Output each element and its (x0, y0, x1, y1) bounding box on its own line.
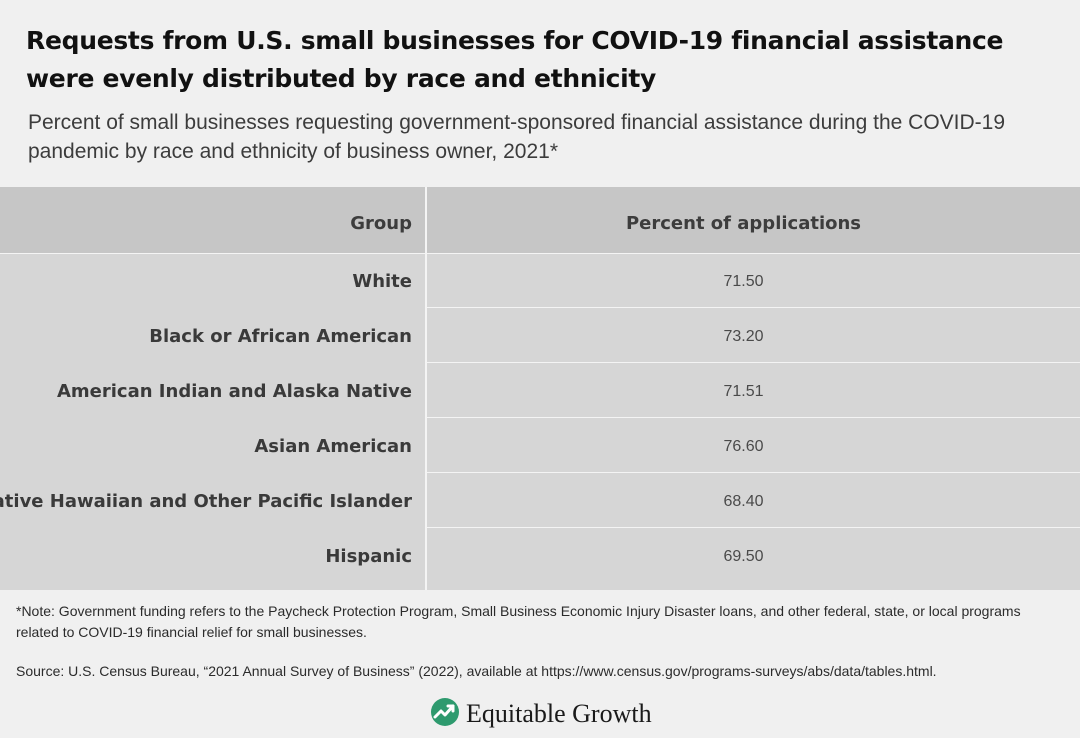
chart-subtitle: Percent of small businesses requesting g… (28, 111, 1006, 163)
footnote: *Note: Government funding refers to the … (16, 603, 1021, 640)
equitable-growth-logo-icon (430, 697, 460, 732)
table-row: White 71.50 (0, 253, 1080, 308)
row-separator (427, 362, 1080, 363)
row-group-label: White (352, 271, 412, 292)
row-percent-value: 69.50 (723, 548, 764, 565)
data-table: Group Percent of applications White 71.50… (0, 187, 1080, 590)
row-separator (427, 417, 1080, 418)
row-percent-value: 71.51 (723, 383, 764, 400)
row-separator (427, 527, 1080, 528)
logo-text: Equitable Growth (466, 699, 652, 728)
table-row: Black or African American 73.20 (0, 308, 1080, 363)
row-group-label: Asian American (254, 436, 412, 457)
row-group-label: Black or African American (149, 326, 412, 347)
row-separator (427, 472, 1080, 473)
row-separator (427, 307, 1080, 308)
column-header-percent: Percent of applications (625, 213, 862, 234)
chart-title: Requests from U.S. small businesses for … (26, 26, 1004, 93)
table-row: Hispanic 69.50 (0, 528, 1080, 583)
column-header-group: Group (350, 213, 412, 234)
row-percent-value: 76.60 (723, 438, 764, 455)
table-header: Group Percent of applications (0, 187, 1080, 254)
source-note: Source: U.S. Census Bureau, “2021 Annual… (16, 663, 937, 679)
table-row: American Indian and Alaska Native 71.51 (0, 363, 1080, 418)
table-row: Native Hawaiian and Other Pacific Island… (0, 473, 1080, 528)
row-group-label: Hispanic (325, 546, 412, 567)
row-group-label: American Indian and Alaska Native (56, 381, 412, 402)
brand-logo: Equitable Growth (430, 696, 652, 732)
row-percent-value: 71.50 (723, 273, 764, 290)
column-divider (425, 187, 427, 590)
table-row: Asian American 76.60 (0, 418, 1080, 473)
row-group-label: Native Hawaiian and Other Pacific Island… (0, 491, 412, 512)
row-percent-value: 68.40 (723, 493, 764, 510)
row-percent-value: 73.20 (723, 328, 764, 345)
